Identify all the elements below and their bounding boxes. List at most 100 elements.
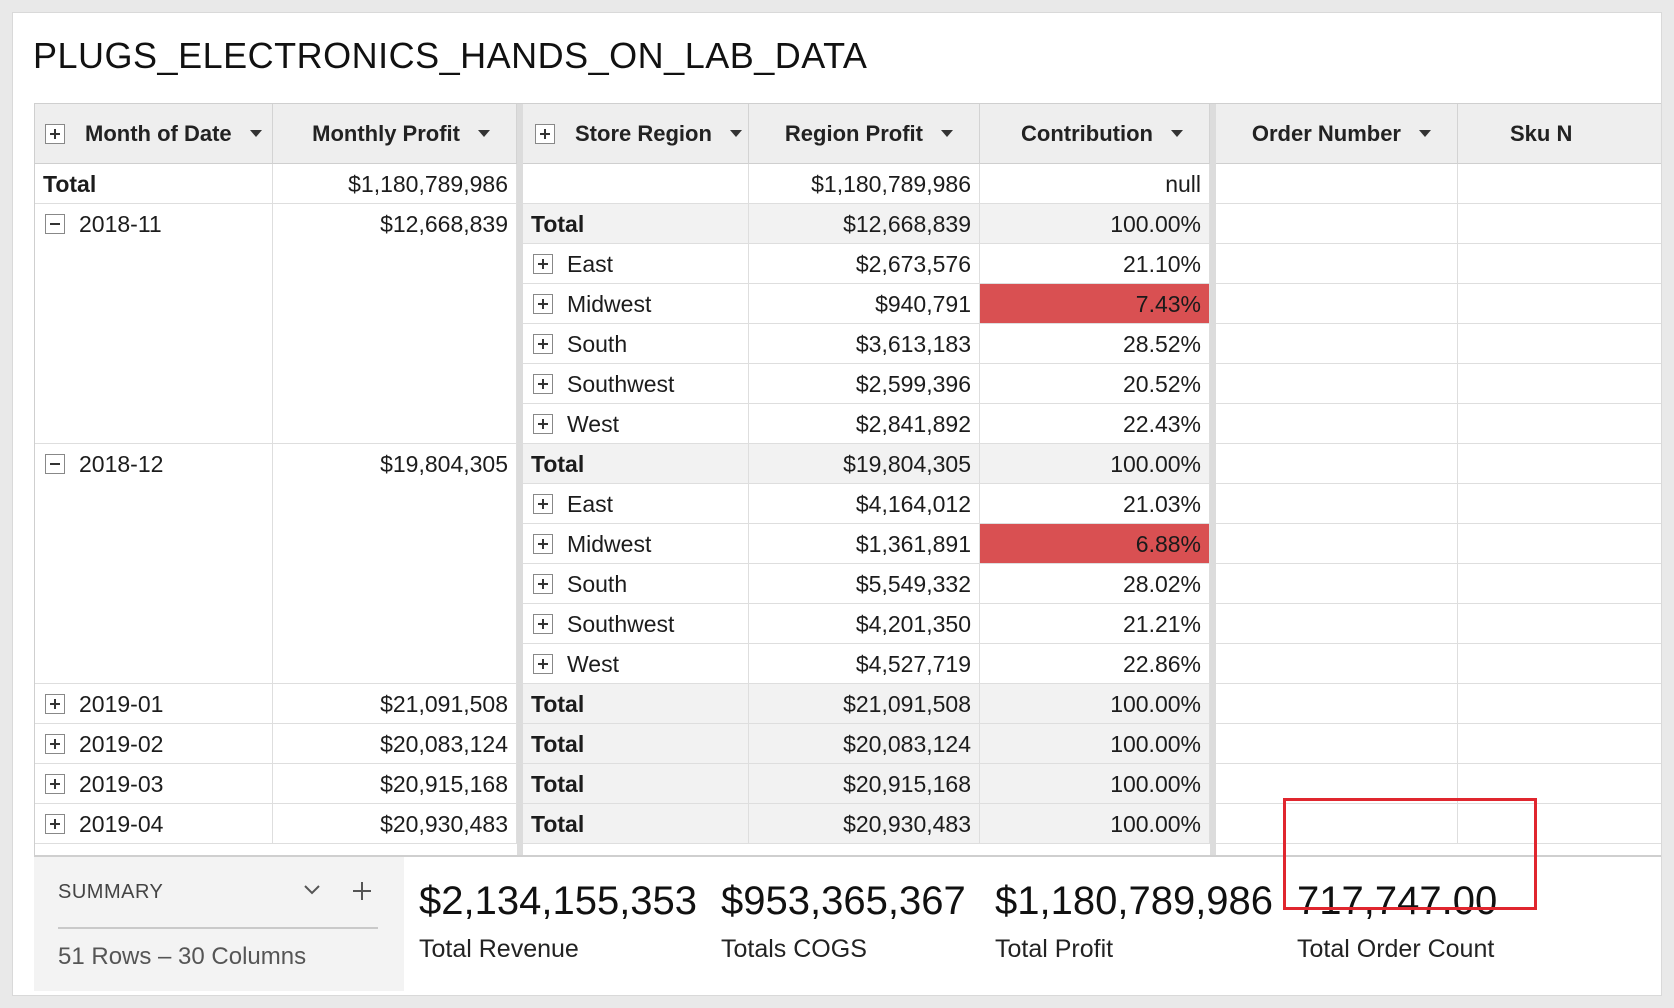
- expand-plus-icon[interactable]: [45, 693, 65, 714]
- region-label: East: [567, 490, 614, 517]
- expand-plus-icon[interactable]: [535, 123, 555, 144]
- column-header-order-number[interactable]: Order Number: [1216, 104, 1458, 164]
- pivot-table: Month of Date Monthly Profit Store Regio…: [34, 103, 1661, 856]
- region-subtotal-contribution: 100.00%: [980, 444, 1210, 484]
- column-header-sku-number[interactable]: Sku N: [1458, 104, 1661, 164]
- expand-plus-icon[interactable]: [533, 493, 553, 514]
- expand-plus-icon[interactable]: [533, 293, 553, 314]
- contribution-cell: 20.52%: [980, 364, 1210, 404]
- column-header-month-of-date[interactable]: Month of Date: [35, 104, 273, 164]
- expand-plus-icon[interactable]: [533, 573, 553, 594]
- dropdown-caret-icon[interactable]: [1419, 130, 1431, 137]
- region-row-header[interactable]: South: [523, 564, 749, 604]
- sku-number-cell: [1458, 364, 1661, 404]
- region-label: Midwest: [567, 290, 652, 317]
- region-subtotal-contribution: 100.00%: [980, 804, 1210, 844]
- region-row-header[interactable]: East: [523, 244, 749, 284]
- month-row-header[interactable]: 2019-02: [35, 724, 273, 764]
- summary-metric-total-revenue[interactable]: $2,134,155,353 Total Revenue: [419, 877, 697, 964]
- order-number-cell: [1216, 484, 1458, 524]
- month-row-header[interactable]: 2018-11: [35, 204, 273, 444]
- expand-plus-icon[interactable]: [45, 813, 65, 834]
- month-row-header[interactable]: 2019-01: [35, 684, 273, 724]
- region-row-header[interactable]: Southwest: [523, 364, 749, 404]
- expand-plus-icon[interactable]: [533, 373, 553, 394]
- dropdown-caret-icon[interactable]: [941, 130, 953, 137]
- sku-number-cell: [1458, 404, 1661, 444]
- expand-plus-icon[interactable]: [533, 533, 553, 554]
- pivot-section-divider[interactable]: [1210, 104, 1216, 856]
- region-subtotal-label: Total: [523, 444, 749, 484]
- region-profit-cell: $940,791: [749, 284, 980, 324]
- region-row-header[interactable]: East: [523, 484, 749, 524]
- region-row-header[interactable]: Midwest: [523, 284, 749, 324]
- region-label: Midwest: [567, 530, 652, 557]
- region-profit-cell: $4,164,012: [749, 484, 980, 524]
- month-row-header[interactable]: 2019-03: [35, 764, 273, 804]
- region-label: West: [567, 650, 619, 677]
- sku-number-cell: [1458, 444, 1661, 484]
- sku-number-cell: [1458, 484, 1661, 524]
- region-row-header[interactable]: West: [523, 404, 749, 444]
- collapse-minus-icon[interactable]: [45, 214, 65, 234]
- order-number-cell: [1216, 524, 1458, 564]
- summary-metric-total-order-count[interactable]: 717,747.00 Total Order Count: [1297, 877, 1497, 964]
- grand-total-contribution: null: [980, 164, 1210, 204]
- contribution-cell-flagged: 7.43%: [980, 284, 1210, 324]
- month-row-header[interactable]: 2018-12: [35, 444, 273, 684]
- region-subtotal-profit: $20,930,483: [749, 804, 980, 844]
- summary-metric-totals-cogs[interactable]: $953,365,367 Totals COGS: [721, 877, 966, 964]
- sku-number-cell: [1458, 564, 1661, 604]
- expand-plus-icon[interactable]: [533, 613, 553, 634]
- expand-plus-icon[interactable]: [533, 413, 553, 434]
- metric-value: $2,134,155,353: [419, 879, 698, 923]
- contribution-cell: 22.43%: [980, 404, 1210, 444]
- column-header-store-region[interactable]: Store Region: [523, 104, 749, 164]
- chevron-down-icon[interactable]: [302, 879, 322, 899]
- region-label: Southwest: [567, 370, 675, 397]
- dropdown-caret-icon[interactable]: [249, 130, 262, 137]
- sku-number-cell: [1458, 644, 1661, 684]
- sku-number-cell: [1458, 284, 1661, 324]
- region-label: Southwest: [567, 610, 675, 637]
- metric-label: Total Profit: [995, 935, 1114, 963]
- order-number-cell: [1216, 564, 1458, 604]
- dropdown-caret-icon[interactable]: [478, 130, 490, 137]
- grand-total-order-empty: [1216, 164, 1458, 204]
- order-number-cell: [1216, 244, 1458, 284]
- order-number-cell: [1216, 684, 1458, 724]
- contribution-cell: 21.21%: [980, 604, 1210, 644]
- metric-label: Totals COGS: [721, 935, 867, 963]
- workbook-panel: PLUGS_ELECTRONICS_HANDS_ON_LAB_DATA Mont…: [12, 12, 1662, 996]
- region-row-header[interactable]: South: [523, 324, 749, 364]
- column-header-region-profit[interactable]: Region Profit: [749, 104, 980, 164]
- collapse-minus-icon[interactable]: [45, 454, 65, 474]
- region-subtotal-contribution: 100.00%: [980, 684, 1210, 724]
- column-header-label: Store Region: [575, 120, 712, 146]
- column-header-monthly-profit[interactable]: Monthly Profit: [273, 104, 517, 164]
- add-icon[interactable]: [350, 879, 374, 903]
- column-header-contribution[interactable]: Contribution: [980, 104, 1210, 164]
- sku-number-cell: [1458, 524, 1661, 564]
- dropdown-caret-icon[interactable]: [729, 130, 742, 137]
- region-subtotal-label: Total: [523, 804, 749, 844]
- order-number-cell: [1216, 644, 1458, 684]
- region-row-header[interactable]: West: [523, 644, 749, 684]
- month-row-header[interactable]: 2019-04: [35, 804, 273, 844]
- dropdown-caret-icon[interactable]: [1171, 130, 1183, 137]
- expand-plus-icon[interactable]: [45, 733, 65, 754]
- grand-total-label: Total: [35, 164, 273, 204]
- expand-plus-icon[interactable]: [533, 253, 553, 274]
- expand-plus-icon[interactable]: [533, 333, 553, 354]
- region-row-header[interactable]: Southwest: [523, 604, 749, 644]
- summary-metric-total-profit[interactable]: $1,180,789,986 Total Profit: [995, 877, 1273, 964]
- summary-divider: [58, 927, 378, 929]
- expand-plus-icon[interactable]: [45, 773, 65, 794]
- region-row-header[interactable]: Midwest: [523, 524, 749, 564]
- month-label: 2019-03: [79, 770, 164, 797]
- contribution-cell: 22.86%: [980, 644, 1210, 684]
- order-number-cell: [1216, 764, 1458, 804]
- expand-plus-icon[interactable]: [45, 123, 65, 144]
- pivot-section-divider[interactable]: [517, 104, 523, 856]
- expand-plus-icon[interactable]: [533, 653, 553, 674]
